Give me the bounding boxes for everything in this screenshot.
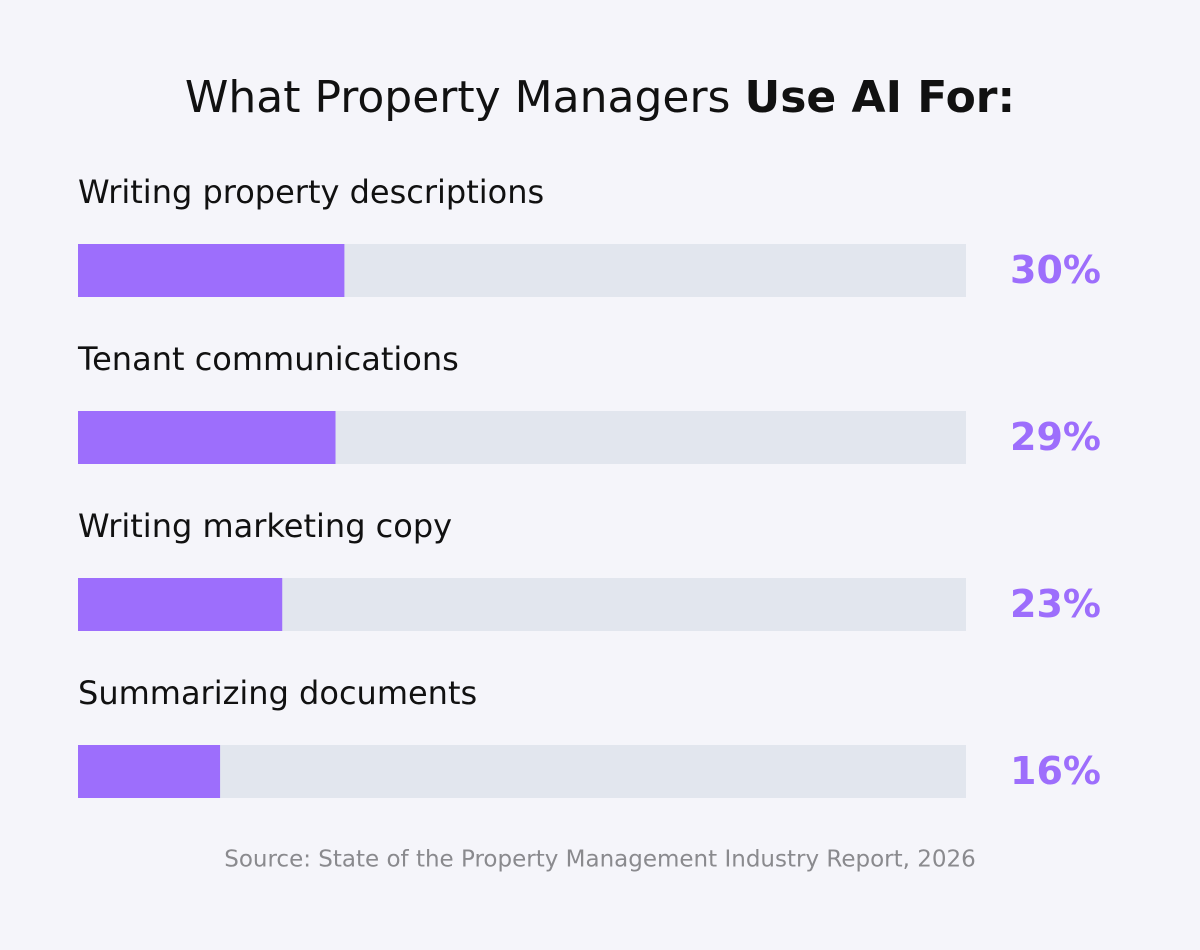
category-label: Writing property descriptions [78,173,544,211]
bar [78,745,221,798]
bar-track [78,745,966,798]
chart-title-group: What Property Managers Use AI For: [185,72,1015,123]
category-label: Tenant communications [77,340,459,378]
value-label: 23% [1010,582,1101,626]
source-note: Source: State of the Property Management… [224,847,976,873]
value-label: 30% [1010,248,1101,292]
value-label: 16% [1010,749,1101,793]
bar [78,578,283,631]
chart-title-emphasis: Use AI For: [744,72,1015,123]
bar [78,411,336,464]
bar [78,244,345,297]
category-label: Writing marketing copy [78,507,452,545]
value-label: 29% [1010,415,1101,459]
chart-title: What Property Managers [185,72,731,123]
category-label: Summarizing documents [78,674,477,712]
